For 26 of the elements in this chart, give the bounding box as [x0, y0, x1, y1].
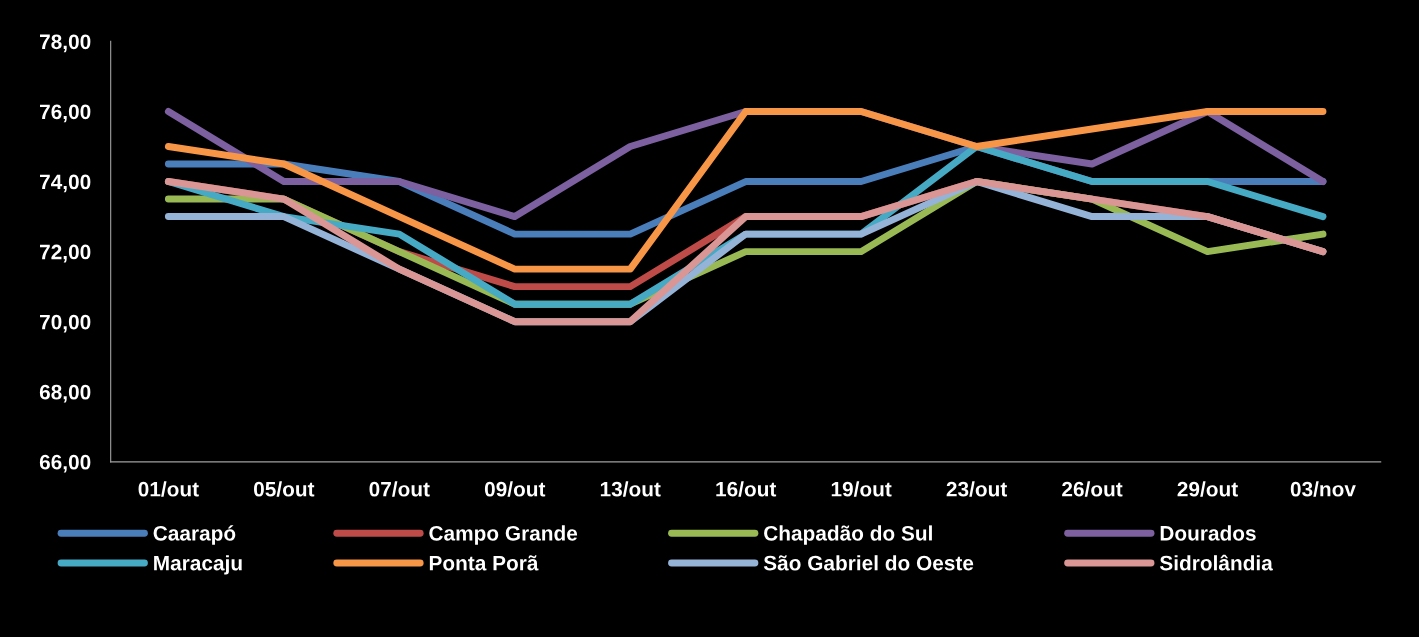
legend-label: Caarapó	[153, 525, 236, 545]
y-tick-label: 78,00	[40, 34, 91, 53]
x-tick-label: 01/out	[138, 481, 199, 497]
legend-label: São Gabriel do Oeste	[763, 555, 974, 571]
x-tick-label: 16/out	[716, 481, 777, 497]
x-tick-label: 23/out	[946, 481, 1008, 497]
legend-label: Sidrolândia	[1159, 554, 1273, 571]
legend-label: Campo Grande	[429, 525, 578, 545]
x-tick-label: 07/out	[369, 481, 430, 497]
x-tick-label: 05/out	[254, 481, 315, 497]
y-tick-label: 72,00	[40, 244, 91, 263]
y-tick-label: 76,00	[40, 104, 91, 123]
y-tick-label: 74,00	[40, 174, 91, 193]
x-tick-label: 13/out	[600, 481, 661, 497]
legend-label: Ponta Porã	[429, 555, 539, 571]
y-tick-label: 66,00	[39, 454, 91, 473]
legend-label: Chapadão do Sul	[764, 525, 932, 545]
legend-label: Maracaju	[154, 555, 242, 575]
x-tick-label: 03/nov	[1290, 481, 1356, 497]
y-tick-label: 70,00	[40, 314, 91, 333]
x-tick-label: 19/out	[831, 481, 892, 497]
x-tick-label: 09/out	[484, 481, 546, 497]
y-tick-label: 68,00	[39, 384, 91, 403]
x-tick-label: 26/out	[1062, 481, 1123, 497]
x-tick-label: 29/out	[1177, 481, 1238, 497]
legend-label: Dourados	[1160, 525, 1256, 541]
